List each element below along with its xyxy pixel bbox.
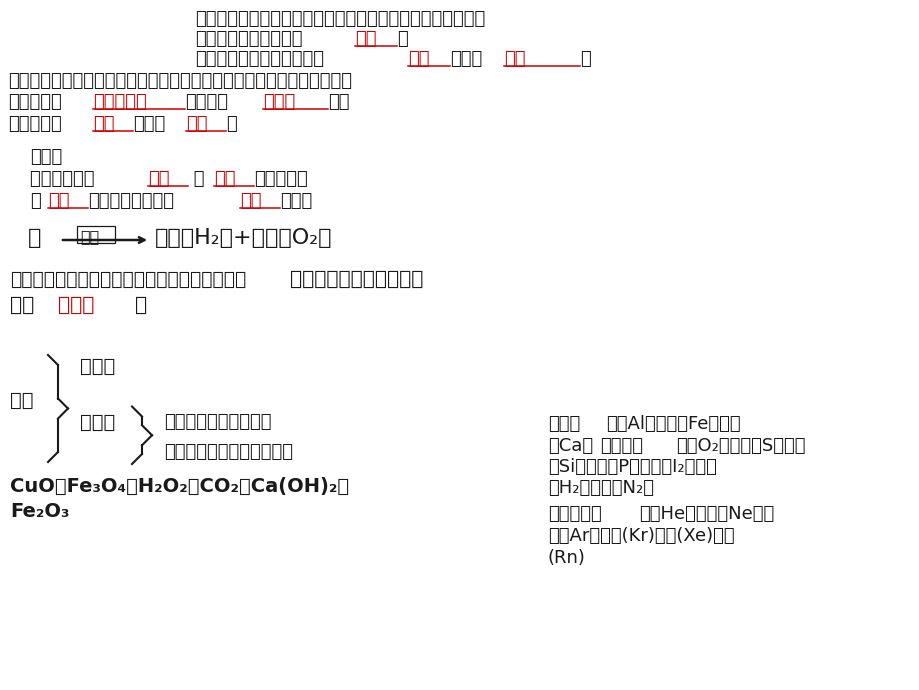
- Text: 物质: 物质: [10, 391, 33, 410]
- Text: 水是由氢、氧两种元素组: 水是由氢、氧两种元素组: [10, 270, 423, 289]
- Text: 和: 和: [187, 170, 204, 188]
- Text: 用一根点燃的火柴接近液面下降较多的玻璃管尖嘴部分，慢慢开启活塞。: 用一根点燃的火柴接近液面下降较多的玻璃管尖嘴部分，慢慢开启活塞。: [8, 72, 352, 90]
- Text: (Rn): (Rn): [548, 549, 585, 567]
- Text: 通电: 通电: [80, 229, 99, 244]
- Text: 爆鸣声: 爆鸣声: [263, 93, 295, 111]
- Text: 氩（Ar）、氪(Kr)、氙(Xe)、氡: 氩（Ar）、氪(Kr)、氙(Xe)、氡: [548, 527, 734, 545]
- Text: 用一根带火星的木条接近液面下降较少的玻璃管尖嘴部分，慢: 用一根带火星的木条接近液面下降较少的玻璃管尖嘴部分，慢: [195, 10, 484, 28]
- Text: 。这种变化: 。这种变化: [254, 170, 308, 188]
- Text: 这种气体能使带火星的木条: 这种气体能使带火星的木条: [195, 50, 323, 68]
- Text: ，它是: ，它是: [133, 115, 165, 133]
- Text: 成的: 成的: [10, 296, 34, 315]
- Text: 是: 是: [30, 192, 40, 210]
- Text: 非金属：: 非金属：: [599, 437, 642, 455]
- Text: 现象：看到: 现象：看到: [8, 93, 62, 111]
- Text: 燃烧: 燃烧: [93, 115, 114, 133]
- Text: Fe₂O₃: Fe₂O₃: [10, 502, 69, 521]
- Text: （Ca）: （Ca）: [548, 437, 593, 455]
- Text: 浅蓝色火焰: 浅蓝色火焰: [93, 93, 147, 111]
- Text: ，它是: ，它是: [449, 50, 482, 68]
- Text: 变化，这种反应属: 变化，这种反应属: [88, 192, 174, 210]
- Text: 氧气: 氧气: [214, 170, 235, 188]
- Text: 分解: 分解: [240, 192, 261, 210]
- Text: 化合物：由不同种元素组成: 化合物：由不同种元素组成: [164, 443, 292, 461]
- Text: 化学: 化学: [48, 192, 70, 210]
- Text: （H₂）、氮（N₂）: （H₂）、氮（N₂）: [548, 479, 653, 497]
- Text: 混合物: 混合物: [80, 357, 115, 376]
- Text: 。: 。: [397, 30, 407, 48]
- Text: 水电解后生成: 水电解后生成: [30, 170, 100, 188]
- Text: 化合物: 化合物: [58, 296, 95, 315]
- Text: 。: 。: [226, 115, 236, 133]
- Text: （或听到: （或听到: [185, 93, 228, 111]
- Text: 水: 水: [28, 228, 41, 248]
- Text: 铝（Al）、铁（Fe）、钙: 铝（Al）、铁（Fe）、钙: [606, 415, 740, 433]
- Text: 单质：由同种元素组成: 单质：由同种元素组成: [164, 413, 271, 431]
- Text: ）。: ）。: [328, 93, 349, 111]
- Text: 复燃: 复燃: [355, 30, 376, 48]
- Text: 氢气: 氢气: [148, 170, 169, 188]
- Text: 氧气: 氧气: [504, 50, 525, 68]
- Text: 水电解后生成氢气和氧气，这个实验事实说明：: 水电解后生成氢气和氧气，这个实验事实说明：: [10, 270, 246, 289]
- Text: 这种气体能: 这种气体能: [8, 115, 62, 133]
- Text: 金属：: 金属：: [548, 415, 580, 433]
- Text: 。: 。: [579, 50, 590, 68]
- Text: 稀有气体：: 稀有气体：: [548, 505, 601, 523]
- Text: 复燃: 复燃: [407, 50, 429, 68]
- Text: 氢气（H₂）+氧气（O₂）: 氢气（H₂）+氧气（O₂）: [154, 228, 332, 248]
- Text: 氧（O₂）、硫（S）、硅: 氧（O₂）、硫（S）、硅: [675, 437, 805, 455]
- Text: 氦（He）、氖（Ne）、: 氦（He）、氖（Ne）、: [639, 505, 774, 523]
- Text: 。: 。: [135, 296, 147, 315]
- Text: （Si）、磷（P）、碘（I₂）、氢: （Si）、磷（P）、碘（I₂）、氢: [548, 458, 716, 476]
- Text: 慢开启活塞。发现木条: 慢开启活塞。发现木条: [195, 30, 302, 48]
- Text: CuO、Fe₃O₄、H₂O₂、CO₂、Ca(OH)₂、: CuO、Fe₃O₄、H₂O₂、CO₂、Ca(OH)₂、: [10, 477, 348, 496]
- Text: 纯净物: 纯净物: [80, 413, 115, 431]
- Text: 氢气: 氢气: [186, 115, 208, 133]
- Text: 反应。: 反应。: [279, 192, 312, 210]
- Text: 归纳：: 归纳：: [30, 148, 62, 166]
